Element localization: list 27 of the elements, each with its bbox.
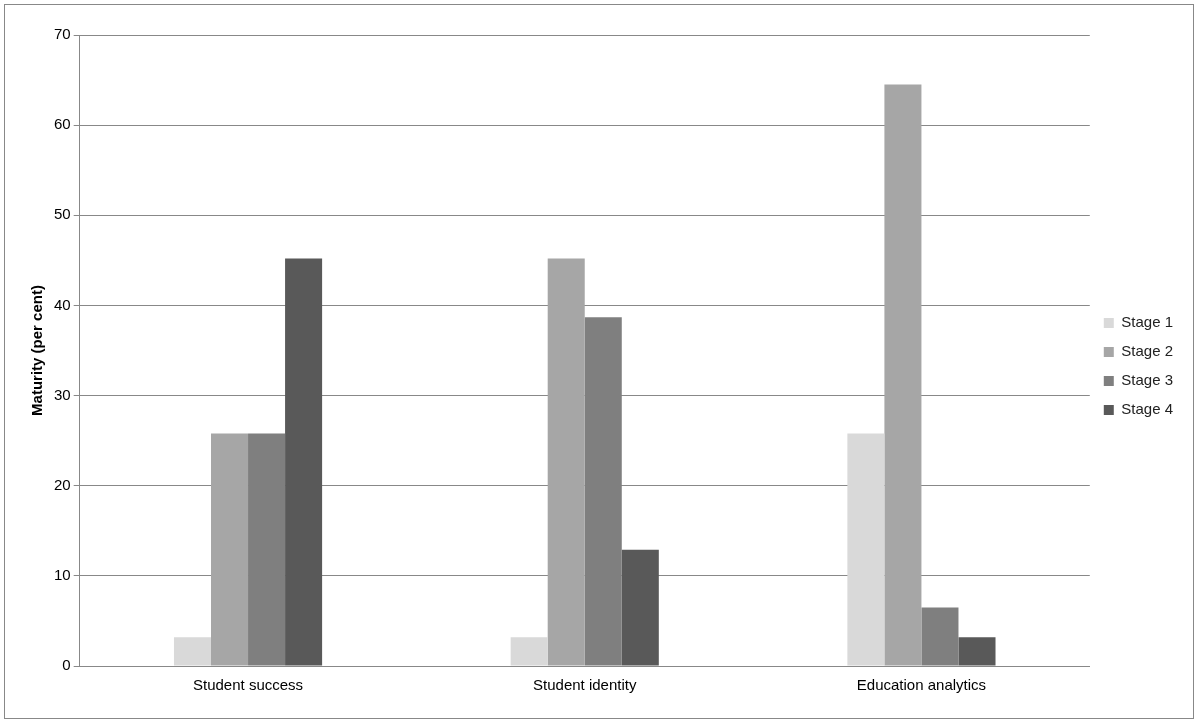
y-tick-label: 60 bbox=[54, 115, 71, 133]
legend-label: Stage 4 bbox=[1121, 400, 1174, 418]
bar bbox=[621, 549, 659, 666]
y-tick-label: 10 bbox=[54, 566, 71, 583]
x-tick-label: Student identity bbox=[533, 676, 637, 694]
bar bbox=[958, 637, 996, 666]
y-axis-title: Maturity (per cent) bbox=[28, 285, 46, 416]
x-tick-label: Education analytics bbox=[856, 676, 987, 694]
legend-label: Stage 3 bbox=[1121, 371, 1174, 389]
y-tick-label: 30 bbox=[54, 385, 71, 403]
bar bbox=[884, 84, 922, 666]
legend-label: Stage 2 bbox=[1121, 342, 1174, 360]
bar bbox=[211, 433, 249, 666]
x-tick-label: Student success bbox=[193, 676, 304, 694]
bar bbox=[285, 258, 323, 666]
bar bbox=[547, 258, 585, 666]
legend-label: Stage 1 bbox=[1121, 313, 1174, 331]
bar bbox=[173, 637, 211, 666]
bar bbox=[921, 607, 959, 666]
y-tick-label: 50 bbox=[54, 205, 71, 223]
bar bbox=[847, 433, 885, 666]
y-tick-label: 0 bbox=[62, 656, 71, 674]
y-tick-label: 70 bbox=[54, 25, 71, 43]
y-tick-label: 20 bbox=[54, 475, 71, 493]
y-tick-label: 40 bbox=[54, 295, 71, 313]
bar bbox=[248, 433, 286, 666]
bar bbox=[510, 637, 548, 666]
